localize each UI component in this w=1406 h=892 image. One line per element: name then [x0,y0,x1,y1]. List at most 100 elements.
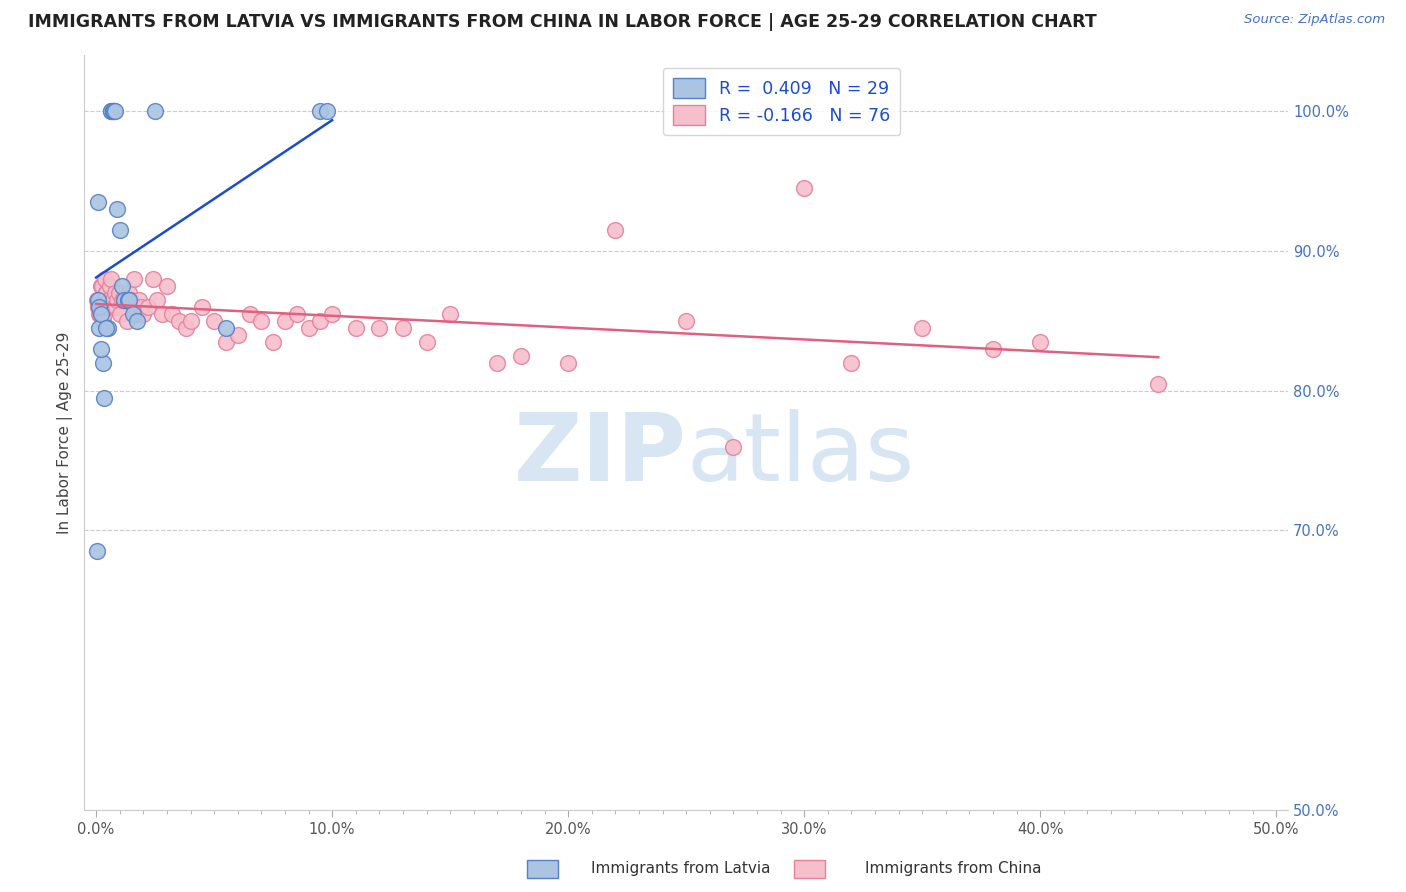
Point [105,293,128,307]
Point [105,202,128,216]
Point [510,349,533,363]
Point [108,307,131,321]
Point [557,356,579,370]
Point [309,104,332,119]
Point [142,272,165,286]
Text: Immigrants from China: Immigrants from China [865,861,1042,876]
Point [90,342,112,356]
Point [97,300,120,314]
Point [111,278,134,293]
Point [146,293,169,307]
Point [392,320,415,334]
Point [87,300,110,314]
Point [841,356,863,370]
Point [174,320,197,334]
Point [91,356,114,370]
Point [96,300,118,314]
Text: ZIP: ZIP [513,409,686,501]
Point [101,293,124,307]
Point [87,300,110,314]
Point [793,181,815,195]
Text: IMMIGRANTS FROM LATVIA VS IMMIGRANTS FROM CHINA IN LABOR FORCE | AGE 25-29 CORRE: IMMIGRANTS FROM LATVIA VS IMMIGRANTS FRO… [28,13,1097,31]
Point [321,307,343,321]
Point [100,104,122,119]
Point [103,300,125,314]
Point [89,307,111,321]
Point [87,307,110,321]
Point [101,104,124,119]
Point [105,300,128,314]
Point [87,297,110,311]
Point [368,320,391,334]
Point [100,272,122,286]
Point [262,334,284,349]
Point [91,278,114,293]
Point [179,314,201,328]
Point [118,285,141,300]
Point [103,104,125,119]
Point [911,320,934,334]
Point [117,293,139,307]
Y-axis label: In Labor Force | Age 25-29: In Labor Force | Age 25-29 [58,332,73,533]
Point [121,293,143,307]
Point [93,391,115,405]
Point [121,307,143,321]
Point [309,314,332,328]
Point [86,544,108,558]
Point [125,307,148,321]
Point [156,278,179,293]
Point [1147,376,1170,391]
Point [98,278,121,293]
Point [112,293,135,307]
Point [191,300,214,314]
Point [167,314,190,328]
Point [439,307,461,321]
Point [297,320,319,334]
Point [90,307,112,321]
Point [104,285,127,300]
Point [128,293,150,307]
Point [285,307,308,321]
Point [675,314,697,328]
Point [160,307,183,321]
Point [90,278,112,293]
Point [94,285,117,300]
Point [87,194,110,209]
Legend: R =  0.409   N = 29, R = -0.166   N = 76: R = 0.409 N = 29, R = -0.166 N = 76 [664,68,900,136]
Point [132,307,155,321]
Text: Immigrants from Latvia: Immigrants from Latvia [591,861,770,876]
Point [226,327,249,342]
Point [486,356,509,370]
Point [129,300,152,314]
Text: Source: ZipAtlas.com: Source: ZipAtlas.com [1244,13,1385,27]
Point [93,293,115,307]
Point [215,320,238,334]
Point [605,223,627,237]
Point [127,314,149,328]
Point [108,223,131,237]
Point [101,104,124,119]
Point [274,314,297,328]
Point [87,293,110,307]
Point [122,272,145,286]
Point [202,314,225,328]
Point [1029,334,1052,349]
Point [100,104,122,119]
Point [118,293,141,307]
Point [94,320,117,334]
Point [723,440,745,454]
Point [143,104,166,119]
Point [103,104,125,119]
Point [344,320,367,334]
Point [112,293,135,307]
Point [98,293,121,307]
Point [316,104,339,119]
Point [94,285,117,300]
Point [238,307,260,321]
Point [97,320,120,334]
Point [107,285,129,300]
Point [94,272,117,286]
Point [115,314,138,328]
Text: atlas: atlas [686,409,914,501]
Point [136,300,159,314]
